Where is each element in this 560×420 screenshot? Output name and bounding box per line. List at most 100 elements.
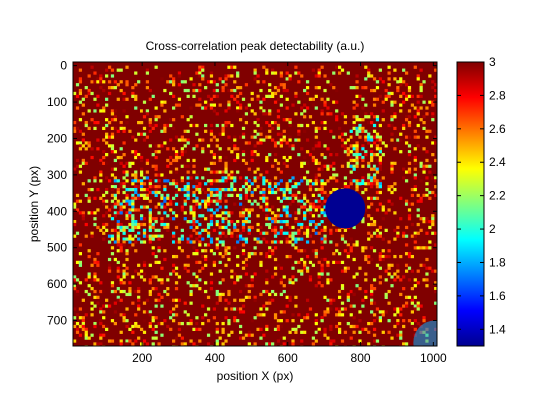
heatmap-cell [434,158,437,163]
heatmap-cell [303,161,307,165]
heatmap-cell [186,281,190,285]
heatmap-cell [172,254,176,259]
heatmap-cell [320,190,324,195]
heatmap-cell [90,147,94,151]
heatmap-cell [148,123,152,128]
heatmap-cell [75,327,80,331]
heatmap-cell [375,138,380,142]
heatmap-cell [172,83,176,87]
heatmap-cell [244,176,249,180]
heatmap-cell [236,193,240,198]
heatmap-cell [407,94,412,98]
heatmap-cell [137,237,141,241]
heatmap-cell [236,86,240,90]
heatmap-cell [230,123,234,128]
heatmap-cell [294,91,298,96]
heatmap-cell [355,182,359,186]
heatmap-cell [183,150,187,154]
heatmap-cell [355,187,359,192]
heatmap-cell [81,211,85,215]
heatmap-cell [326,336,330,340]
heatmap-cell [139,109,144,113]
heatmap-cell [183,211,187,215]
heatmap-cell [99,228,103,232]
heatmap-cell [128,129,132,133]
heatmap-cell [145,205,150,209]
heatmap-cell [381,118,385,122]
heatmap-cell [419,246,423,250]
heatmap-cell [154,193,158,198]
heatmap-cell [361,327,365,331]
heatmap-cell [361,249,365,253]
heatmap-cell [227,257,231,262]
heatmap-cell [224,161,228,165]
heatmap-cell [119,147,123,151]
heatmap-cell [413,106,417,110]
heatmap-cell [128,339,132,343]
heatmap-cell [154,287,158,291]
heatmap-cell [375,118,380,122]
heatmap-cell [119,182,123,186]
heatmap-cell [335,249,339,253]
heatmap-cell [317,225,321,230]
heatmap-cell [73,222,77,227]
heatmap-cell [139,217,144,221]
heatmap-cell [332,86,336,90]
heatmap-cell [122,269,126,273]
heatmap-cell [134,176,138,180]
heatmap-cell [285,71,289,75]
heatmap-cell [320,240,324,244]
heatmap-cell [323,257,327,262]
heatmap-cell [262,190,266,195]
heatmap-cell [271,187,275,192]
heatmap-cell [253,112,257,116]
heatmap-cell [288,284,292,288]
heatmap-cell [404,263,409,267]
heatmap-cell [241,214,246,218]
heatmap-cell [139,155,144,160]
heatmap-cell [431,220,435,224]
heatmap-cell [396,321,400,326]
heatmap-cell [87,196,91,200]
heatmap-cell [166,324,170,329]
heatmap-cell [311,263,315,267]
heatmap-cell [259,176,263,180]
heatmap-cell [241,237,246,241]
heatmap-cell [99,321,103,326]
heatmap-cell [215,301,219,305]
heatmap-cell [215,144,219,148]
heatmap-cell [218,170,222,174]
heatmap-cell [262,304,266,308]
heatmap-cell [87,249,91,253]
heatmap-cell [209,330,214,334]
heatmap-cell [186,158,190,163]
heatmap-cell [183,129,187,133]
heatmap-cell [332,260,336,265]
heatmap-cell [416,74,420,78]
heatmap-cell [329,190,333,195]
heatmap-cell [142,330,147,334]
heatmap-cell [358,319,362,323]
heatmap-cell [358,310,362,314]
heatmap-cell [367,120,371,125]
heatmap-cell [78,324,83,329]
heatmap-cell [189,77,193,81]
heatmap-cell [372,141,377,145]
heatmap-cell [125,161,129,165]
heatmap-cell [407,252,412,256]
heatmap-cell [177,333,182,337]
heatmap-cell [372,313,377,317]
heatmap-cell [244,187,249,192]
heatmap-cell [393,77,397,81]
heatmap-cell [221,196,225,200]
heatmap-cell [189,220,193,224]
heatmap-cell [317,275,321,279]
heatmap-cell [381,80,385,84]
heatmap-cell [195,185,199,189]
heatmap-cell [78,118,83,122]
heatmap-cell [224,298,228,302]
heatmap-cell [349,86,353,90]
heatmap-cell [236,153,240,157]
heatmap-cell [265,222,269,227]
heatmap-cell [192,217,196,221]
